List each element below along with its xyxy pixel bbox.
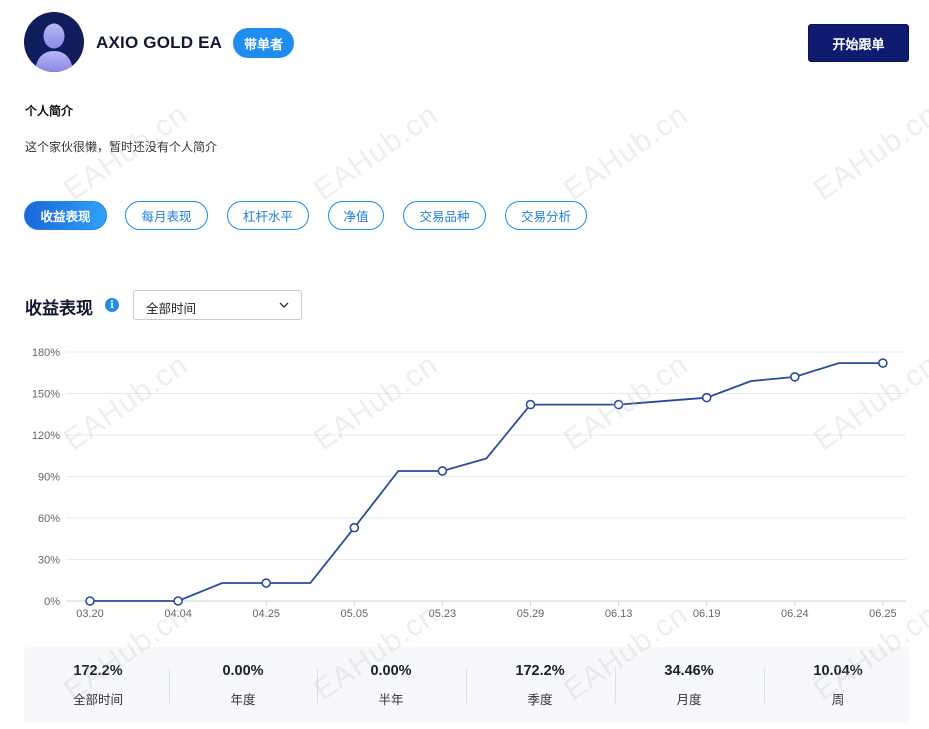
info-icon[interactable]: i [105, 298, 119, 312]
watermark: EAHub.cn [808, 97, 929, 208]
stat-label: 年度 [230, 692, 256, 707]
data-point[interactable] [85, 596, 95, 606]
avatar[interactable] [24, 12, 84, 72]
x-tick-label: 04.04 [164, 608, 192, 620]
x-tick-label: 05.05 [341, 608, 369, 620]
series-points [85, 358, 888, 606]
x-axis: 03.20 04.04 04.25 05.05 05.23 05.29 06.13 06.19… [76, 601, 897, 620]
start-follow-button[interactable]: 开始跟单 [808, 24, 909, 62]
stat-label: 月度 [676, 692, 702, 707]
divider [764, 668, 765, 703]
y-tick-label: 30% [38, 555, 60, 567]
x-tick-label: 03.20 [76, 608, 104, 620]
x-tick-label: 06.19 [693, 608, 721, 620]
stat-value: 10.04% [813, 663, 863, 679]
y-axis: 0% 30% 60% 90% 120% 150% 180% [32, 347, 60, 608]
divider [317, 668, 318, 703]
data-point[interactable] [261, 578, 272, 588]
role-badge: 带单者 [233, 28, 294, 58]
tab-equity[interactable]: 净值 [328, 201, 384, 230]
stat-quarter: 172.2% 季度 [466, 647, 614, 723]
data-point[interactable] [525, 399, 536, 410]
x-tick-label: 05.29 [517, 608, 545, 620]
stat-value: 172.2% [73, 663, 123, 679]
stat-value: 0.00% [222, 663, 264, 679]
divider [615, 668, 616, 703]
data-point[interactable] [173, 596, 183, 606]
watermark: EAHub.cn [558, 97, 695, 208]
watermark: EAHub.cn [308, 97, 445, 208]
profile-name: AXIO GOLD EA [96, 33, 223, 52]
stat-all-time: 172.2% 全部时间 [24, 647, 172, 723]
data-point[interactable] [613, 399, 624, 410]
data-point[interactable] [437, 466, 448, 476]
x-tick-label: 06.24 [781, 608, 809, 620]
tab-leverage[interactable]: 杠杆水平 [227, 201, 309, 230]
user-silhouette-icon [35, 23, 73, 72]
y-tick-label: 120% [32, 430, 60, 442]
performance-chart: 0%30%60%90%120%150%180% 03.20 04.04 04.25 0… [32, 347, 906, 620]
data-point[interactable] [878, 358, 888, 368]
x-tick-label: 06.25 [869, 608, 897, 620]
stat-value: 34.46% [664, 663, 714, 679]
stat-value: 172.2% [515, 663, 565, 679]
y-tick-label: 150% [32, 389, 60, 401]
divider [169, 668, 170, 703]
stat-year: 0.00% 年度 [169, 647, 317, 723]
profile-header: AXIO GOLD EA 带单者 开始跟单 [24, 12, 909, 74]
tab-symbols[interactable]: 交易品种 [403, 201, 486, 230]
x-tick-label: 05.23 [429, 608, 457, 620]
tab-performance[interactable]: 收益表现 [24, 201, 107, 230]
period-select[interactable]: 全部时间 [133, 290, 302, 320]
stat-half-year: 0.00% 半年 [317, 647, 465, 723]
section-title: 收益表现 [25, 299, 93, 319]
data-point[interactable] [701, 392, 712, 403]
tab-analysis[interactable]: 交易分析 [505, 201, 587, 230]
chart-grid [66, 351, 906, 602]
stat-label: 季度 [527, 692, 553, 707]
stat-label: 周 [831, 692, 845, 707]
y-tick-label: 60% [38, 513, 60, 525]
stat-week: 10.04% 周 [764, 647, 912, 723]
chevron-down-icon [279, 302, 289, 308]
y-tick-label: 90% [38, 472, 60, 484]
y-tick-label: 180% [32, 347, 60, 359]
stat-label: 全部时间 [72, 692, 123, 707]
data-point[interactable] [349, 522, 360, 533]
stat-label: 半年 [378, 692, 404, 707]
stats-panel: 172.2% 全部时间 0.00% 年度 0.00% 半年 172.2% 季度 … [24, 647, 909, 723]
series-line [90, 362, 883, 602]
y-tick-label: 0% [44, 596, 60, 608]
bio-text: 这个家伙很懒，暂时还没有个人简介 [25, 140, 218, 154]
divider [466, 668, 467, 703]
x-tick-label: 06.13 [605, 608, 633, 620]
bio-title: 个人简介 [25, 104, 74, 118]
stat-value: 0.00% [370, 663, 412, 679]
stat-month: 34.46% 月度 [615, 647, 763, 723]
data-point[interactable] [789, 372, 800, 382]
period-select-value: 全部时间 [146, 301, 197, 316]
tab-monthly[interactable]: 每月表现 [125, 201, 208, 230]
x-tick-label: 04.25 [252, 608, 280, 620]
